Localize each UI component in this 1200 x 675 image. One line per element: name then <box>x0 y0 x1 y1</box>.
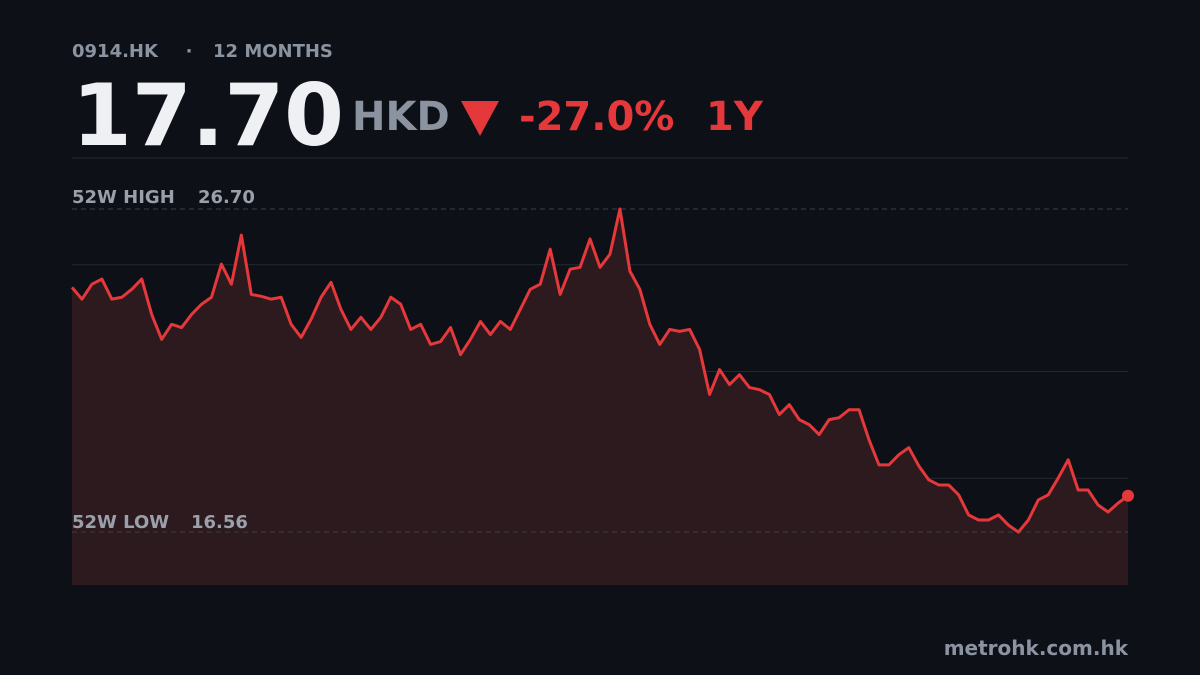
currency: HKD <box>352 94 450 140</box>
last-point <box>1122 489 1134 502</box>
area <box>72 208 1128 586</box>
separator: · <box>186 41 193 62</box>
ticker: 0914.HK <box>72 41 159 62</box>
period: 1Y <box>706 94 764 140</box>
price: 17.70 <box>72 66 344 166</box>
high-label: 52W HIGH <box>72 187 175 208</box>
low-value: 16.56 <box>191 512 248 533</box>
source: metrohk.com.hk <box>944 636 1129 660</box>
low-label: 52W LOW <box>72 512 169 533</box>
price-line <box>70 207 1129 534</box>
high-value: 26.70 <box>198 187 255 208</box>
change: -27.0% <box>519 94 674 140</box>
down-arrow <box>461 101 499 136</box>
range-label: 12 MONTHS <box>213 41 333 62</box>
plot-area: 52W HIGH 26.70 52W LOW 16.56 <box>70 157 1134 586</box>
